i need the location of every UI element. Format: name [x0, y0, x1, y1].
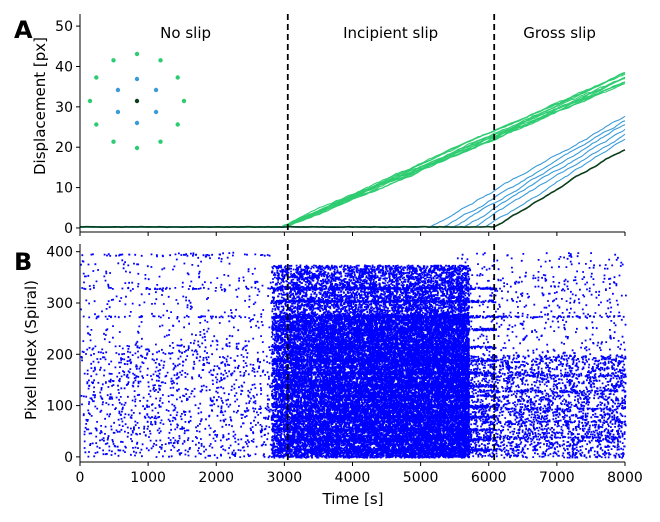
y-tick-label-b: 400: [46, 245, 73, 261]
displacement-line-outer: [80, 81, 626, 228]
spike-event-dots: [80, 251, 627, 459]
sensor-dot: [134, 120, 140, 126]
displacement-line-outer: [79, 76, 626, 228]
sensor-dot: [115, 87, 121, 93]
x-tick-label-b: 6000: [471, 470, 507, 486]
sensor-layout-inset: [87, 51, 187, 151]
sensor-dot: [175, 75, 180, 80]
sensor-dot: [111, 58, 116, 63]
y-axis-label-a: Displacement [px]: [31, 37, 49, 175]
x-tick-label-b: 3000: [267, 470, 303, 486]
displacement-line-middle: [79, 133, 626, 228]
sensor-dot: [134, 76, 140, 82]
sensor-dot: [87, 98, 93, 104]
y-tick-label-a: 50: [55, 19, 73, 35]
region-label-gross-slip: Gross slip: [523, 24, 596, 42]
spike-events: [80, 251, 627, 459]
x-tick-label-b: 7000: [539, 470, 575, 486]
region-label-incipient-slip: Incipient slip: [343, 24, 438, 42]
event-lines-b: [286, 244, 496, 462]
x-tick-label-b: 8000: [607, 470, 643, 486]
x-tick-label-b: 4000: [335, 470, 371, 486]
displacement-series-group: [79, 71, 626, 229]
displacement-line-outer: [79, 71, 626, 228]
displacement-line-middle: [80, 128, 626, 228]
displacement-line-outer: [79, 81, 626, 228]
displacement-line-outer: [79, 73, 626, 228]
displacement-axes: 0 10 20 30 40 50: [55, 14, 626, 237]
sensor-dot: [134, 145, 140, 151]
sensor-dot: [158, 58, 163, 63]
displacement-line-outer: [79, 77, 626, 228]
region-label-no-slip: No slip: [160, 24, 211, 42]
y-tick-label-a: 30: [55, 100, 73, 116]
x-axis-label-b: Time [s]: [322, 490, 384, 508]
displacement-line-outer: [79, 81, 626, 228]
sensor-dot: [115, 109, 121, 115]
sensor-dot: [94, 122, 99, 127]
y-tick-label-b: 0: [64, 450, 73, 466]
panel-label-a: A: [14, 16, 33, 44]
displacement-line-outer: [79, 72, 626, 228]
displacement-line-outer: [79, 76, 626, 228]
sensor-dot: [134, 98, 140, 104]
y-tick-label-b: 100: [46, 399, 73, 415]
displacement-line-outer: [79, 78, 626, 228]
displacement-line-outer: [80, 83, 626, 228]
sensor-dot: [111, 139, 116, 144]
event-lines-a: [286, 14, 496, 232]
displacement-line-middle: [80, 115, 626, 228]
x-tick-label-b: 2000: [198, 470, 234, 486]
displacement-chart: 0 10 20 30 40 50 No slip Incipient slip Gross…: [31, 14, 626, 237]
y-axis-label-b: Pixel Index (Spiral): [22, 280, 40, 420]
y-tick-label-a: 10: [55, 181, 73, 197]
sensor-dot: [158, 139, 163, 144]
x-tick-label-b: 1000: [130, 470, 166, 486]
x-tick-label-b: 0: [76, 470, 85, 486]
sensor-dot: [134, 51, 140, 57]
sensor-dot: [94, 75, 99, 80]
y-tick-label-a: 20: [55, 140, 73, 156]
panel-label-b: B: [14, 248, 32, 276]
x-tick-label-b: 5000: [403, 470, 439, 486]
displacement-line-outer: [80, 72, 626, 228]
y-tick-label-b: 200: [46, 347, 73, 363]
sensor-dot: [175, 122, 180, 127]
y-tick-label-a: 0: [64, 221, 73, 237]
sensor-dot: [153, 109, 159, 115]
displacement-line-center: [79, 149, 626, 229]
sensor-dot: [181, 98, 187, 104]
sensor-dot: [153, 87, 159, 93]
y-tick-label-b: 300: [46, 296, 73, 312]
y-tick-label-a: 40: [55, 59, 73, 75]
